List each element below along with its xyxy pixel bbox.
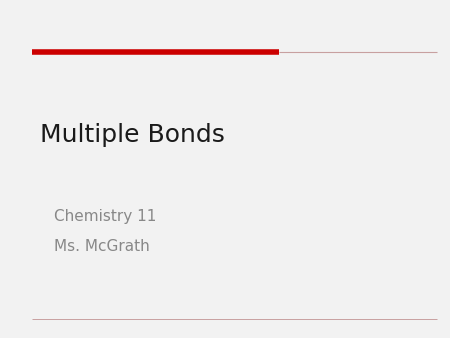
Text: Ms. McGrath: Ms. McGrath xyxy=(54,239,150,254)
Text: Chemistry 11: Chemistry 11 xyxy=(54,209,157,224)
Text: Multiple Bonds: Multiple Bonds xyxy=(40,123,225,147)
